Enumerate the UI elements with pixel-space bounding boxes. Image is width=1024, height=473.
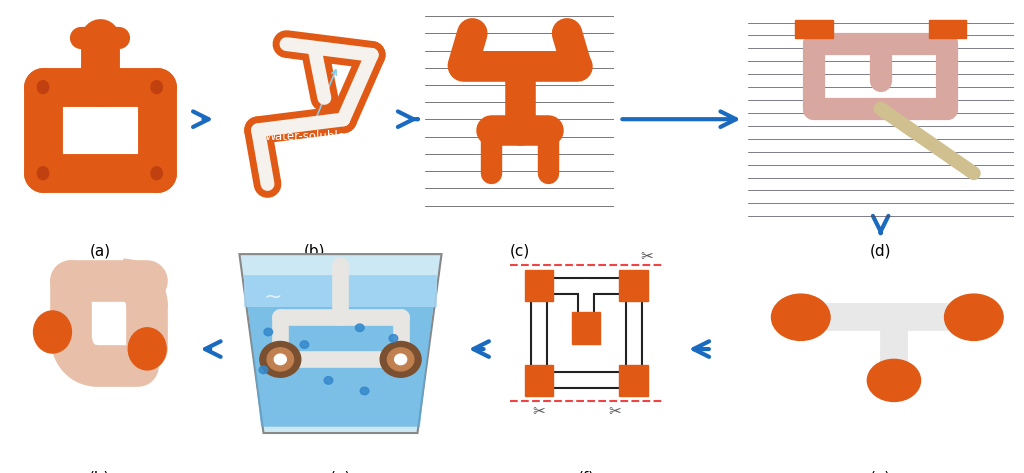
Circle shape <box>389 334 397 342</box>
Circle shape <box>771 294 830 341</box>
Circle shape <box>403 356 413 363</box>
Text: (g): (g) <box>330 471 351 473</box>
Bar <box>929 20 966 38</box>
Circle shape <box>355 324 365 332</box>
Circle shape <box>325 377 333 384</box>
Circle shape <box>267 348 294 371</box>
Circle shape <box>394 354 407 365</box>
Bar <box>524 365 553 396</box>
Circle shape <box>37 81 49 94</box>
Polygon shape <box>240 254 441 433</box>
Text: ~: ~ <box>263 287 282 307</box>
Circle shape <box>264 328 272 336</box>
Circle shape <box>259 366 268 374</box>
Bar <box>620 270 648 301</box>
Circle shape <box>867 359 921 402</box>
Text: (h): (h) <box>89 471 111 473</box>
Bar <box>796 20 833 38</box>
Text: Water-soluble
core: Water-soluble core <box>265 70 346 158</box>
Circle shape <box>151 81 163 94</box>
Text: ✂: ✂ <box>532 404 545 420</box>
Polygon shape <box>244 275 436 427</box>
Text: (e): (e) <box>870 471 891 473</box>
Circle shape <box>37 167 49 180</box>
Bar <box>572 312 600 343</box>
Circle shape <box>34 311 72 353</box>
Circle shape <box>260 342 301 377</box>
Circle shape <box>151 167 163 180</box>
Text: (a): (a) <box>89 244 111 259</box>
Circle shape <box>387 348 414 371</box>
Bar <box>524 270 553 301</box>
Text: ✂: ✂ <box>608 404 621 420</box>
Text: (f): (f) <box>578 471 595 473</box>
Text: (b): (b) <box>304 244 326 259</box>
Circle shape <box>128 328 166 370</box>
Polygon shape <box>244 275 436 307</box>
Text: (c): (c) <box>510 244 529 259</box>
Circle shape <box>300 341 308 349</box>
Text: ✂: ✂ <box>640 249 653 264</box>
Circle shape <box>274 354 287 365</box>
Text: (d): (d) <box>870 244 891 259</box>
Bar <box>620 365 648 396</box>
Circle shape <box>360 387 369 395</box>
Circle shape <box>944 294 1004 341</box>
Circle shape <box>380 342 421 377</box>
